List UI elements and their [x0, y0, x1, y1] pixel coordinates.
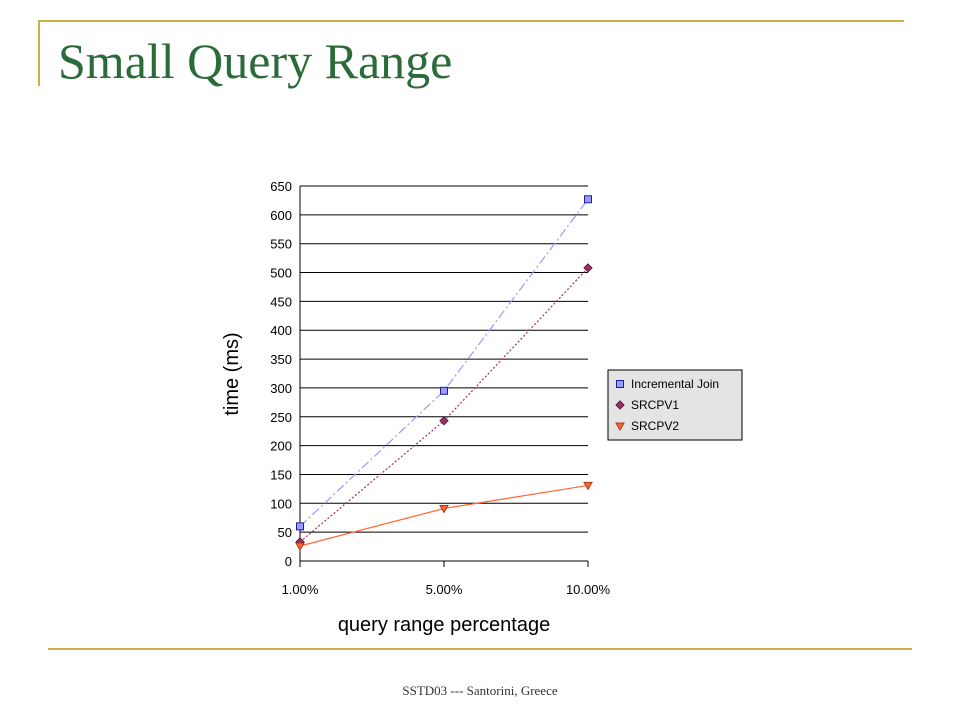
y-tick-label: 450 [270, 294, 292, 309]
y-tick-label: 50 [278, 525, 292, 540]
y-tick-label: 300 [270, 381, 292, 396]
y-tick-label: 500 [270, 266, 292, 281]
y-tick-label: 0 [285, 554, 292, 569]
series-line [299, 484, 589, 547]
bottom-rule [48, 648, 912, 650]
x-tick-label: 5.00% [426, 582, 463, 597]
legend-label: SRCPV1 [631, 398, 679, 412]
y-tick-label: 400 [270, 323, 292, 338]
x-tick-label: 10.00% [566, 582, 611, 597]
series-line [299, 267, 589, 543]
y-axis-title: time (ms) [221, 332, 243, 415]
data-point-triangle [615, 422, 625, 432]
data-point-triangle [439, 505, 449, 514]
y-tick-label: 350 [270, 352, 292, 367]
top-rule [38, 20, 904, 22]
series-line [299, 198, 589, 527]
data-point-square [440, 386, 448, 395]
data-point-square [584, 195, 592, 204]
y-tick-label: 100 [270, 496, 292, 511]
axes [299, 186, 589, 567]
data-point-diamond [615, 400, 625, 410]
legend-label: SRCPV2 [631, 419, 679, 433]
y-tick-label: 200 [270, 439, 292, 454]
series-markers [295, 195, 593, 552]
y-tick-labels: 0 50 100 150 200 250 300 350 400 450 500 550 600 650 [270, 179, 292, 569]
left-rule [38, 20, 40, 86]
legend-box [607, 369, 743, 441]
slide-title: Small Query Range [58, 33, 453, 89]
legend: Incremental Join SRCPV1 SRCPV2 [607, 369, 743, 441]
y-tick-label: 550 [270, 237, 292, 252]
data-point-diamond [439, 416, 449, 426]
data-point-diamond [583, 263, 593, 273]
x-axis-title: query range percentage [338, 614, 550, 636]
y-tick-label: 600 [270, 208, 292, 223]
y-tick-label: 150 [270, 467, 292, 482]
gridlines [300, 185, 588, 562]
y-tick-label: 250 [270, 410, 292, 425]
data-point-triangle [295, 542, 305, 552]
x-tick-labels: 1.00% 5.00% 10.00% [282, 582, 611, 597]
x-tick-label: 1.00% [282, 582, 319, 597]
y-tick-label: 650 [270, 179, 292, 194]
series-lines [299, 198, 589, 547]
legend-label: Incremental Join [631, 377, 719, 391]
data-point-square [296, 522, 304, 531]
data-point-square [616, 380, 624, 388]
slide-footer: SSTD03 --- Santorini, Greece [402, 683, 558, 698]
data-point-triangle [583, 481, 593, 491]
